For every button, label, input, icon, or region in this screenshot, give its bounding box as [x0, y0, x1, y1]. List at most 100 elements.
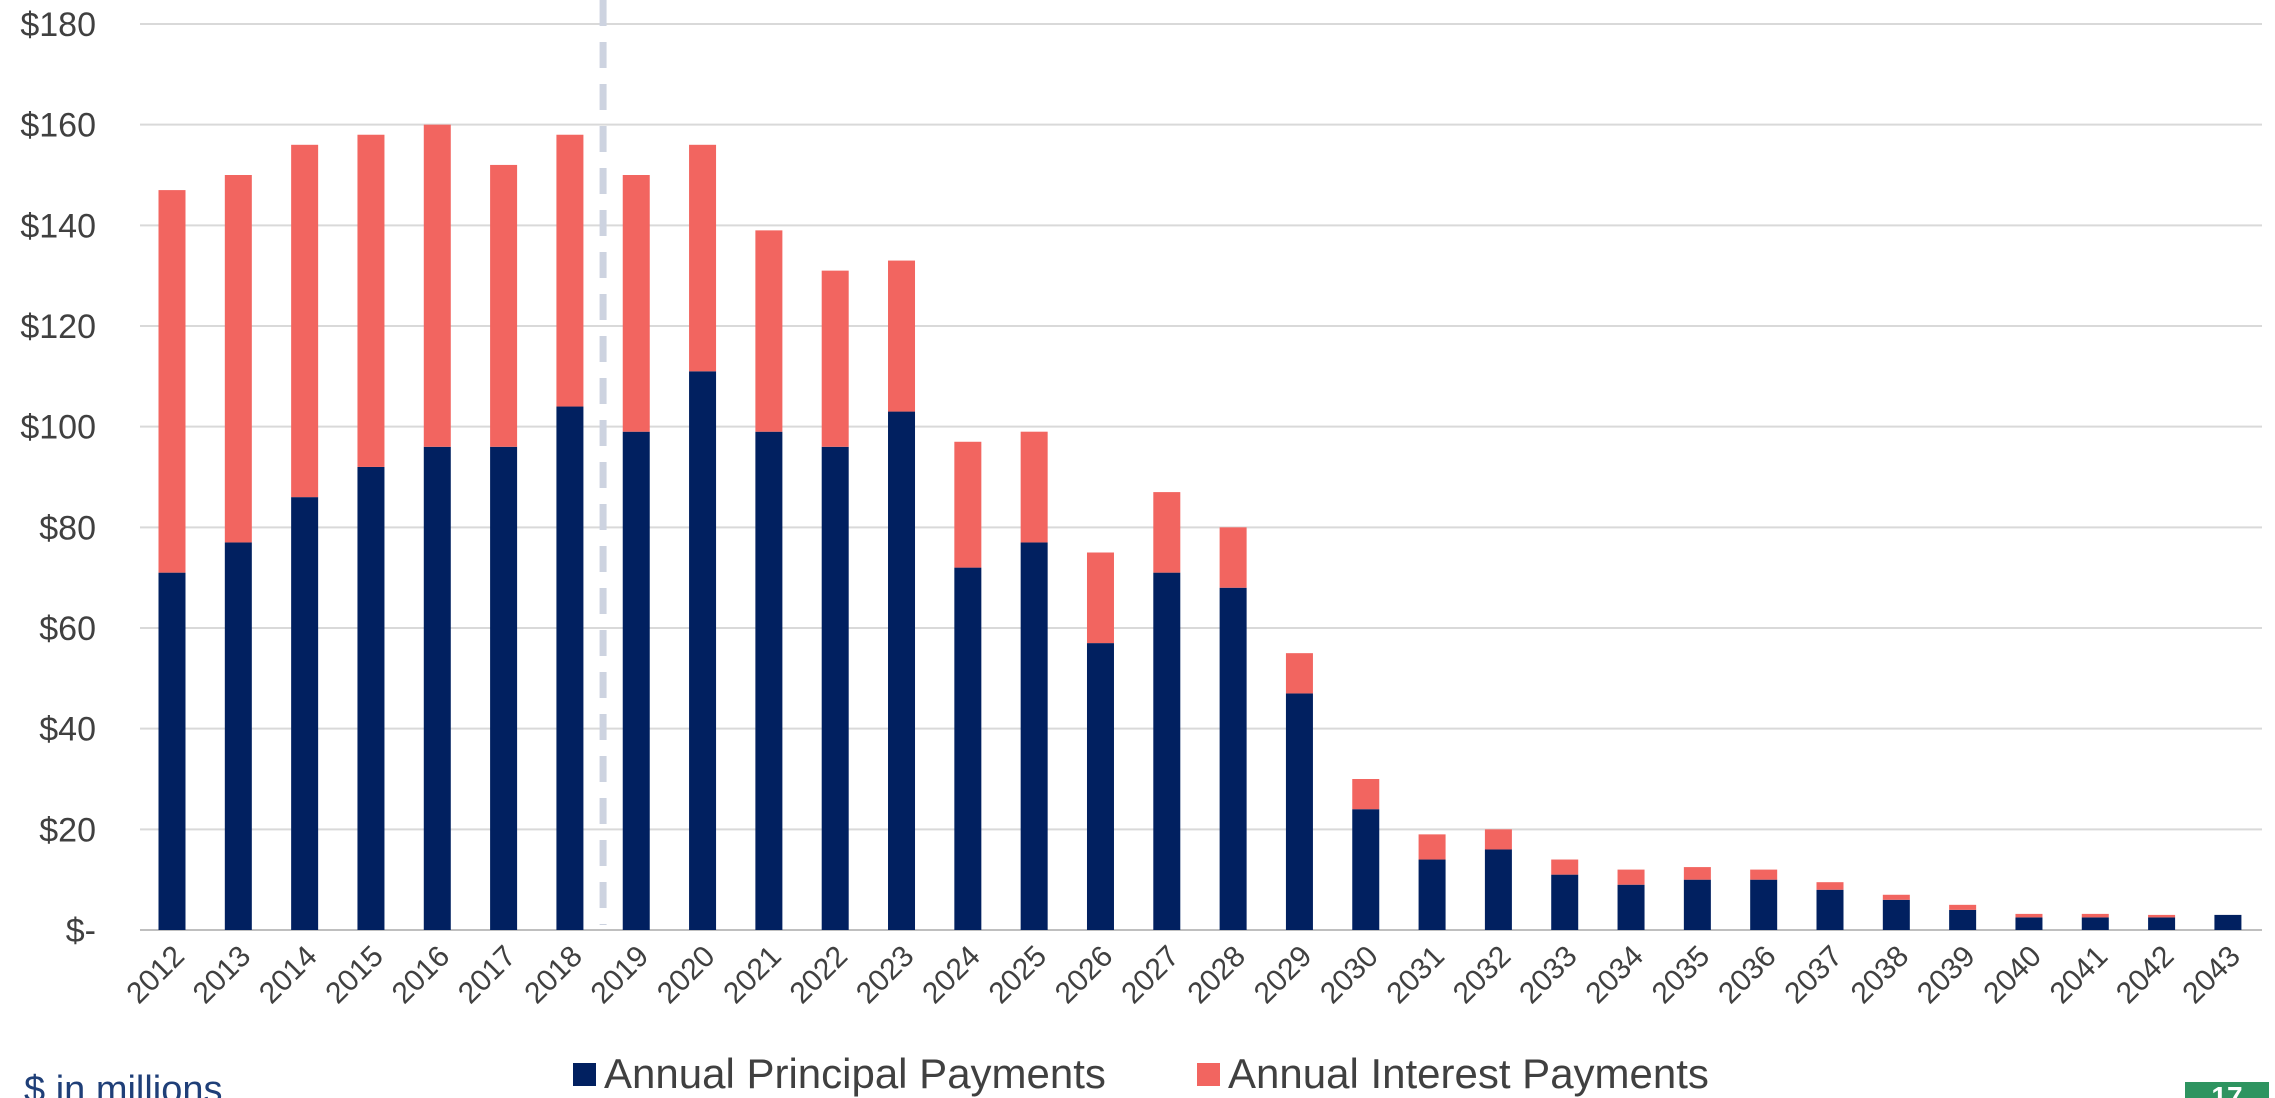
x-tick-label: 2037 [1778, 940, 1849, 1011]
y-tick-label: $100 [20, 409, 96, 447]
bar-interest [622, 175, 650, 432]
units-note: $ in millions [24, 1069, 223, 1098]
x-tick-label: 2028 [1182, 940, 1253, 1011]
x-tick-label: 2018 [518, 940, 589, 1011]
bar-interest [2081, 913, 2109, 918]
y-tick-label: $180 [20, 6, 96, 44]
bar-interest [1285, 653, 1313, 694]
y-tick-label: $60 [39, 610, 96, 648]
x-tick-label: 2043 [2176, 940, 2247, 1011]
bar-principal [1484, 849, 1512, 930]
x-axis-tick-labels: 2012201320142015201620172018201920202021… [120, 940, 2246, 1011]
bar-interest [1617, 869, 1645, 885]
bar-principal [1219, 587, 1247, 930]
bar-principal [2015, 917, 2043, 930]
y-tick-label: $- [66, 912, 96, 950]
x-tick-label: 2036 [1712, 940, 1783, 1011]
x-tick-label: 2038 [1845, 940, 1916, 1011]
page-number-badge: 17 [2185, 1081, 2269, 1098]
x-tick-label: 2016 [386, 940, 457, 1011]
bar-interest [158, 190, 186, 573]
bar-interest [357, 134, 385, 467]
bar-interest [1020, 431, 1048, 543]
bar-interest [2148, 914, 2176, 918]
bar-interest [1418, 834, 1446, 860]
bar-interest [1219, 527, 1247, 588]
bar-principal [1020, 542, 1048, 930]
x-tick-label: 2014 [253, 940, 324, 1011]
x-tick-label: 2042 [2110, 940, 2181, 1011]
x-tick-label: 2017 [452, 940, 523, 1011]
x-tick-label: 2023 [850, 940, 921, 1011]
stacked-bars [158, 124, 2242, 931]
x-tick-label: 2025 [983, 940, 1054, 1011]
bar-principal [1285, 693, 1313, 930]
legend-swatch-principal [573, 1063, 596, 1086]
x-tick-label: 2019 [585, 940, 656, 1011]
x-tick-label: 2027 [1115, 940, 1186, 1011]
y-tick-label: $140 [20, 207, 96, 245]
bar-interest [689, 144, 717, 372]
bar-interest [755, 230, 783, 432]
y-tick-label: $80 [39, 509, 96, 547]
x-tick-label: 2034 [1579, 940, 1650, 1011]
legend: Annual Principal Payments Annual Interes… [573, 1050, 1709, 1097]
bar-principal [2148, 917, 2176, 930]
bar-principal [1683, 879, 1711, 930]
y-tick-label: $160 [20, 107, 96, 145]
bar-principal [556, 406, 584, 930]
bar-principal [158, 572, 186, 930]
bar-principal [291, 497, 319, 930]
bar-interest [888, 260, 916, 412]
bar-interest [1683, 867, 1711, 880]
bar-interest [954, 441, 982, 568]
bar-principal [357, 466, 385, 930]
bar-principal [954, 567, 982, 930]
bar-interest [1484, 829, 1512, 850]
x-tick-label: 2021 [717, 940, 788, 1011]
bar-interest [224, 175, 252, 543]
x-tick-label: 2015 [319, 940, 390, 1011]
page-number: 17 [2211, 1081, 2242, 1098]
bar-interest [2015, 913, 2043, 918]
bar-principal [1086, 643, 1114, 930]
bar-principal [490, 446, 518, 930]
x-tick-label: 2032 [1447, 940, 1518, 1011]
page-number-background [2185, 1082, 2269, 1098]
x-tick-label: 2041 [2044, 940, 2115, 1011]
bar-principal [888, 411, 916, 931]
bar-principal [689, 371, 717, 930]
bar-principal [224, 542, 252, 930]
bar-interest [1949, 904, 1977, 910]
legend-label-interest: Annual Interest Payments [1228, 1050, 1709, 1097]
bar-principal [1153, 572, 1181, 930]
y-axis-tick-labels: $- $20 $40 $60 $80 $100 $120 $140 $160 $180 [20, 6, 96, 950]
bar-interest [1882, 894, 1910, 900]
bar-interest [423, 124, 451, 447]
x-tick-label: 2029 [1248, 940, 1319, 1011]
x-tick-label: 2031 [1380, 940, 1451, 1011]
bar-interest [1551, 859, 1579, 875]
bar-principal [821, 446, 849, 930]
bar-principal [1816, 889, 1844, 930]
bar-interest [1352, 779, 1380, 810]
x-tick-label: 2039 [1911, 940, 1982, 1011]
x-tick-label: 2035 [1646, 940, 1717, 1011]
bar-principal [1352, 809, 1380, 930]
bar-principal [1551, 874, 1579, 930]
x-tick-label: 2022 [784, 940, 855, 1011]
x-tick-label: 2040 [1977, 940, 2048, 1011]
bar-principal [755, 431, 783, 930]
bar-interest [1816, 882, 1844, 890]
x-tick-label: 2026 [1049, 940, 1120, 1011]
x-tick-label: 2012 [120, 940, 191, 1011]
bar-principal [1949, 909, 1977, 930]
bar-principal [2214, 914, 2242, 930]
bar-principal [1418, 859, 1446, 930]
legend-label-principal: Annual Principal Payments [604, 1050, 1106, 1097]
y-tick-label: $40 [39, 711, 96, 749]
bar-principal [423, 446, 451, 930]
y-tick-label: $20 [39, 811, 96, 849]
gridlines [140, 23, 2262, 931]
